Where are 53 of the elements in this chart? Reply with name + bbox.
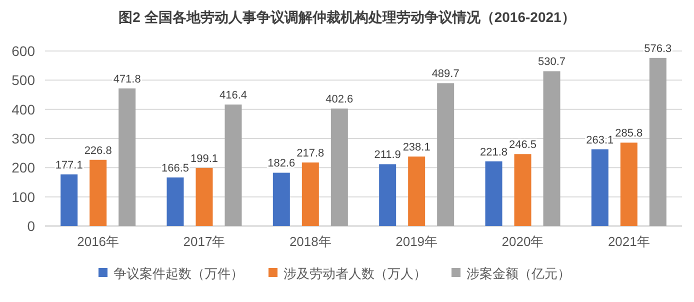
bar (591, 149, 608, 226)
data-label: 217.8 (296, 147, 324, 160)
bar (118, 88, 136, 226)
data-label: 238.1 (402, 142, 430, 154)
data-label: 530.7 (538, 56, 566, 68)
data-label: 221.8 (480, 146, 508, 158)
bar (437, 83, 454, 226)
data-label: 226.8 (84, 144, 112, 157)
y-tick-label: 600 (12, 43, 36, 59)
y-tick-label: 0 (27, 218, 36, 234)
y-tick-label: 100 (12, 188, 36, 205)
bar (485, 161, 502, 226)
y-tick-label: 200 (12, 160, 36, 176)
legend-label: 涉案金额（亿元） (466, 266, 570, 281)
legend-label: 涉及劳动者人数（万人） (284, 266, 426, 281)
bar (330, 108, 348, 226)
data-label: 416.4 (219, 90, 248, 102)
data-label: 471.8 (113, 73, 141, 86)
legend-label: 争议案件起数（万件） (114, 266, 244, 281)
bar (224, 104, 242, 226)
data-label: 182.6 (268, 158, 296, 170)
chart-title: 图2 全国各地劳动人事争议调解仲裁机构处理劳动争议情况（2016-2021） (118, 9, 576, 25)
x-tick-label: 2016年 (77, 234, 120, 249)
bar (90, 160, 107, 226)
bar (649, 58, 666, 226)
bar (196, 168, 213, 226)
bar (272, 172, 290, 226)
data-label: 489.7 (432, 68, 460, 80)
data-label: 177.1 (55, 159, 83, 172)
x-tick-label: 2019年 (396, 234, 438, 249)
data-label: 285.8 (615, 128, 643, 140)
bar (408, 156, 426, 226)
bar (620, 142, 638, 226)
y-tick-label: 400 (12, 101, 36, 118)
data-label: 402.6 (326, 94, 354, 106)
data-label: 263.1 (586, 134, 614, 146)
bar (60, 174, 78, 226)
x-tick-label: 2017年 (183, 234, 226, 249)
data-label: 576.3 (644, 42, 672, 55)
x-tick-label: 2018年 (289, 234, 332, 249)
data-label: 199.1 (190, 152, 218, 165)
y-tick-label: 500 (12, 72, 36, 88)
data-label: 211.9 (374, 149, 401, 162)
bar (514, 154, 532, 226)
y-tick-label: 300 (12, 130, 36, 146)
data-label: 246.5 (508, 139, 537, 152)
bar (379, 164, 396, 226)
x-tick-label: 2020年 (502, 234, 544, 249)
bar (302, 162, 319, 226)
data-label: 166.5 (161, 162, 190, 174)
bar (543, 71, 560, 226)
x-tick-label: 2021年 (608, 234, 650, 249)
bar (166, 177, 184, 226)
